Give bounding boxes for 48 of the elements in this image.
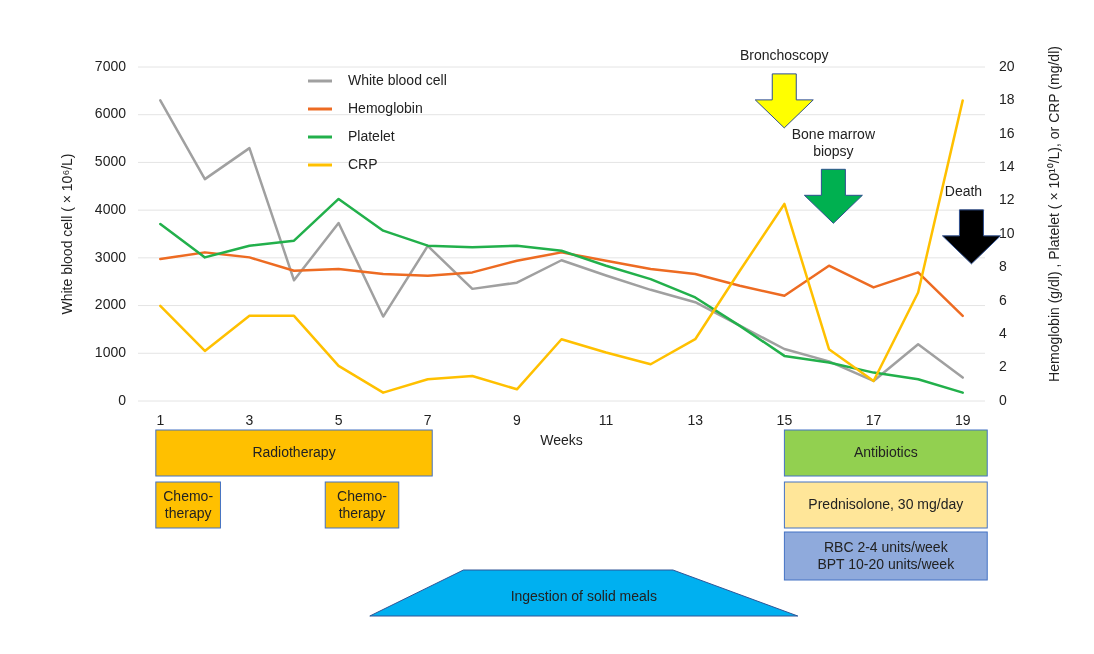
- y-tick-label: 0: [118, 391, 127, 408]
- y-tick-label: 4000: [94, 200, 127, 217]
- x-tick-label: 1: [156, 411, 165, 428]
- y-tick-label: 5000: [94, 153, 127, 170]
- x-tick-label: 3: [245, 411, 254, 428]
- x-tick-label: 11: [598, 411, 614, 428]
- line-series: [159, 197, 964, 394]
- line-series: [159, 251, 964, 318]
- text: Chemo- therapy: [163, 487, 214, 521]
- y2-tick-label: 4: [999, 324, 1007, 341]
- x-axis-title: Weeks: [540, 431, 583, 448]
- y2-axis-title: Hemoglobin (g/dl) , Platelet ( × 10¹⁰/L), or CRP (mg/dl): [1045, 46, 1062, 382]
- y2-tick-label: 14: [999, 157, 1015, 174]
- y2-tick-label: 2: [999, 358, 1007, 375]
- y-axis-title: White blood cell ( × 10⁶/L): [58, 153, 75, 315]
- text: Chemo- therapy: [337, 487, 388, 521]
- text: Ingestion of solid meals: [510, 587, 657, 604]
- annotation: Bone marrow biopsy: [791, 125, 876, 159]
- y-tick-label: 6000: [94, 105, 127, 122]
- x-tick-label: 9: [513, 411, 522, 428]
- y2-tick-label: 6: [999, 291, 1007, 308]
- text: RBC 2-4 units/week BPT 10-20 units/week: [817, 538, 956, 572]
- legend-label: Hemoglobin: [348, 99, 423, 116]
- y-tick-label: 2000: [94, 296, 127, 313]
- legend-label: White blood cell: [348, 71, 447, 88]
- annotation: Death: [944, 182, 983, 199]
- x-tick-label: 15: [776, 411, 793, 428]
- y-tick-label: 7000: [94, 57, 127, 74]
- x-tick-label: 5: [334, 411, 343, 428]
- legend-label: CRP: [348, 155, 378, 172]
- text: Bronchoscopy: [739, 46, 829, 63]
- text: Prednisolone, 30 mg/day: [808, 495, 964, 512]
- x-tick-label: 13: [687, 411, 704, 428]
- y2-tick-label: 20: [999, 57, 1015, 74]
- legend-label: Platelet: [348, 127, 395, 144]
- text: Antibiotics: [853, 443, 918, 460]
- text: Radiotherapy: [252, 443, 336, 460]
- y2-tick-label: 16: [999, 124, 1015, 141]
- y2-tick-label: 18: [999, 91, 1015, 108]
- x-tick-label: 7: [423, 411, 432, 428]
- y2-tick-label: 12: [999, 191, 1015, 208]
- x-tick-label: 19: [954, 411, 971, 428]
- y2-tick-label: 0: [999, 391, 1007, 408]
- y2-tick-label: 10: [999, 224, 1015, 241]
- x-tick-label: 17: [865, 411, 882, 428]
- y-tick-label: 3000: [94, 248, 127, 265]
- y-tick-label: 1000: [94, 343, 127, 360]
- y2-tick-label: 8: [999, 258, 1007, 275]
